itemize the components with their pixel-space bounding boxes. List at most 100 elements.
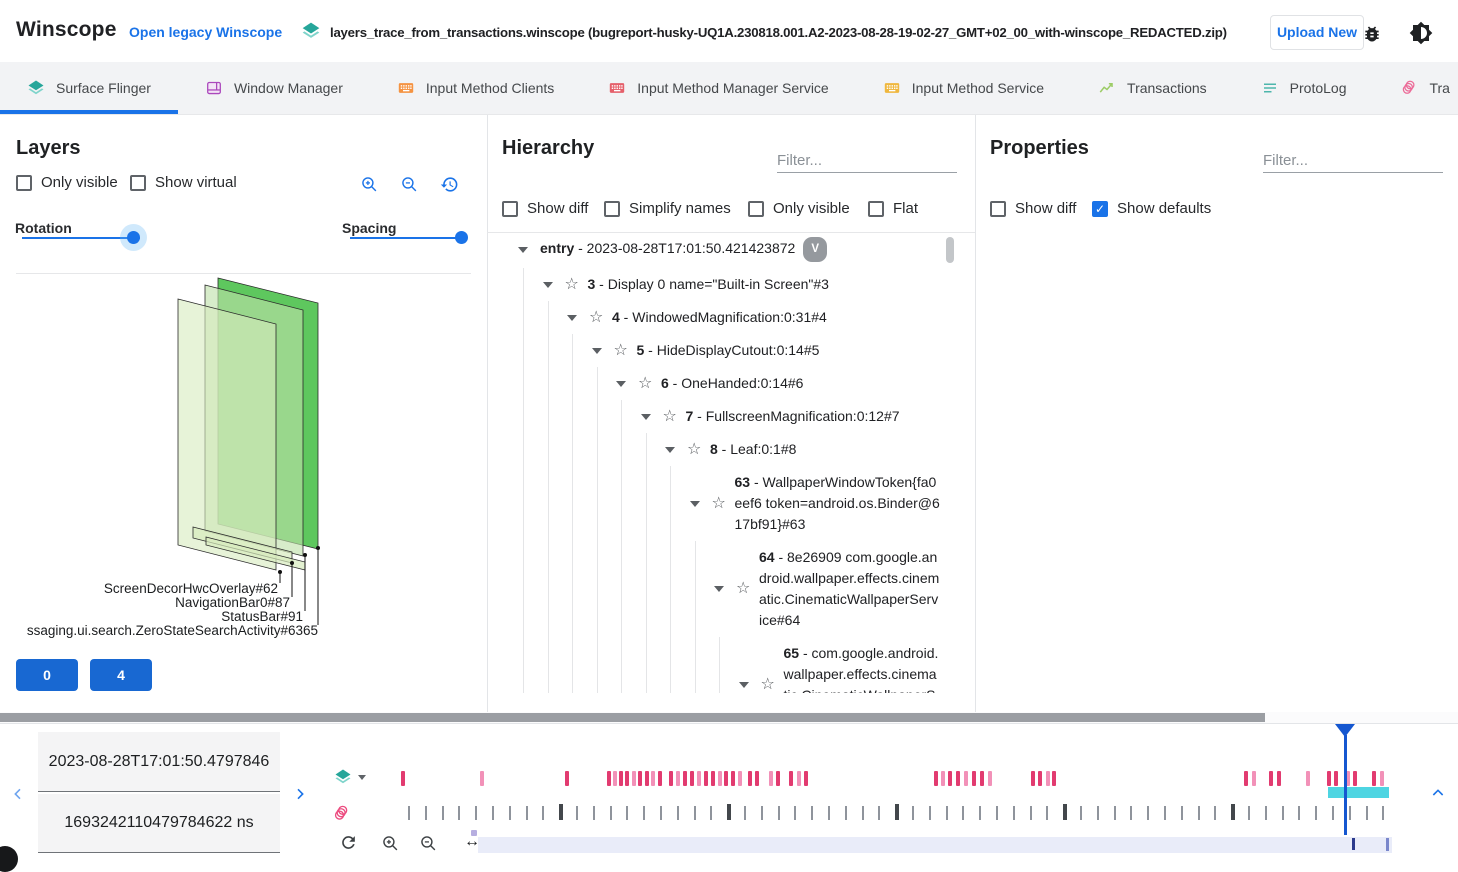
show-virtual-checkbox[interactable]: Show virtual [130, 174, 237, 191]
sf-trace-event-mark[interactable] [697, 771, 701, 786]
upload-new-button[interactable]: Upload New [1270, 15, 1364, 50]
tab-input-method-service[interactable]: Input Method Service [856, 62, 1071, 114]
sf-trace-event-mark[interactable] [755, 771, 759, 786]
transaction-event-tick[interactable] [912, 806, 914, 820]
transaction-event-tick[interactable] [1012, 806, 1015, 820]
transaction-event-tick[interactable] [1365, 806, 1368, 820]
previous-entry-button[interactable] [10, 786, 26, 802]
tree-node[interactable]: ☆ 3 - Display 0 name="Built-in Screen"#3 [490, 268, 958, 301]
tab-transactions[interactable]: Transactions [1071, 62, 1234, 114]
checkbox-box[interactable]: ✓ [1092, 200, 1108, 217]
transaction-event-tick[interactable] [492, 806, 494, 820]
checkbox-box[interactable] [130, 174, 146, 191]
star-icon[interactable]: ☆ [687, 440, 702, 458]
transaction-event-tick[interactable] [828, 806, 830, 820]
restore-icon[interactable] [440, 175, 459, 194]
tab-surface-flinger[interactable]: Surface Flinger [0, 62, 178, 114]
expand-caret-icon[interactable] [714, 586, 724, 592]
sf-trace-event-mark[interactable] [1038, 771, 1042, 786]
sf-trace-event-mark[interactable] [1052, 771, 1056, 786]
transaction-event-tick[interactable] [676, 806, 679, 820]
next-entry-button[interactable] [292, 786, 308, 802]
checkbox-box[interactable] [502, 200, 518, 217]
zoom-in-icon[interactable] [381, 834, 400, 853]
expand-caret-icon[interactable] [591, 347, 602, 354]
sf-trace-event-mark[interactable] [988, 771, 992, 786]
timeline-overview-strip[interactable] [478, 837, 1392, 853]
spacing-slider[interactable] [350, 237, 463, 239]
tab-protolog[interactable]: ProtoLog [1234, 62, 1374, 114]
transaction-event-tick[interactable] [1332, 806, 1334, 820]
collapse-timeline-icon[interactable] [1430, 785, 1446, 801]
transaction-event-tick[interactable] [1197, 806, 1200, 820]
sf-trace-event-mark[interactable] [651, 771, 655, 786]
expand-caret-icon[interactable] [518, 246, 528, 253]
sf-trace-event-mark[interactable] [797, 771, 801, 786]
timestamp-human-field[interactable]: 2023-08-28T17:01:50.4797846 [38, 732, 280, 792]
tree-node[interactable]: ☆ 8 - Leaf:0:1#8 [490, 433, 958, 466]
sf-trace-event-mark[interactable] [1327, 771, 1331, 786]
transaction-event-tick[interactable] [609, 806, 612, 820]
layers-3d-view[interactable] [16, 275, 471, 700]
tree-node[interactable]: ☆ 64 - 8e26909 com.google.android.wallpap… [490, 541, 958, 637]
star-icon[interactable]: ☆ [613, 341, 628, 359]
transaction-event-tick[interactable] [794, 806, 797, 820]
open-legacy-link[interactable]: Open legacy Winscope [129, 24, 283, 40]
horizontal-scrollbar-thumb[interactable] [0, 713, 1265, 722]
sf-trace-event-mark[interactable] [1252, 771, 1256, 786]
timestamp-ns-field[interactable]: 1693242110479784622 ns [38, 794, 280, 853]
sf-trace-event-mark[interactable] [956, 771, 960, 786]
sf-trace-event-mark[interactable] [676, 771, 680, 786]
sf-trace-event-mark[interactable] [1346, 771, 1350, 786]
transaction-event-tick[interactable] [1348, 806, 1351, 820]
checkbox-box[interactable] [868, 200, 884, 217]
transaction-event-tick[interactable] [1029, 806, 1032, 820]
transaction-event-tick[interactable] [962, 806, 965, 820]
tree-node[interactable]: ☆ 6 - OneHanded:0:14#6 [490, 367, 958, 400]
transaction-event-tick[interactable] [1264, 806, 1267, 820]
refresh-icon[interactable] [339, 833, 358, 852]
sf-trace-event-mark[interactable] [632, 771, 636, 786]
chevron-down-icon[interactable] [358, 775, 366, 780]
transaction-event-tick[interactable] [1164, 806, 1166, 820]
expand-caret-icon[interactable] [689, 500, 700, 507]
expand-caret-icon[interactable] [616, 380, 626, 387]
sf-trace-event-mark[interactable] [804, 771, 808, 786]
transaction-event-tick[interactable] [1147, 806, 1150, 820]
tab-input-method-manager-service[interactable]: Input Method Manager Service [581, 62, 855, 114]
properties-filter-input[interactable] [1263, 148, 1443, 173]
transaction-event-tick[interactable] [996, 806, 998, 820]
checkbox-box[interactable] [990, 200, 1006, 217]
tree-node[interactable]: ☆ 63 - WallpaperWindowToken{fa0eef6 token… [490, 466, 958, 541]
sf-trace-event-mark[interactable] [776, 771, 780, 786]
transaction-event-tick[interactable] [710, 806, 713, 820]
sf-trace-event-mark[interactable] [1334, 771, 1338, 786]
transaction-event-tick[interactable] [1315, 806, 1318, 820]
sf-trace-event-mark[interactable] [718, 771, 722, 786]
star-icon[interactable]: ☆ [638, 374, 653, 392]
sf-trace-event-mark[interactable] [731, 771, 735, 786]
sf-trace-event-mark[interactable] [789, 771, 793, 786]
transaction-event-tick[interactable] [1281, 806, 1284, 820]
transaction-event-tick[interactable] [660, 806, 662, 820]
transaction-event-tick[interactable] [945, 806, 948, 820]
tab-tra[interactable]: Tra [1373, 62, 1458, 114]
transaction-event-tick[interactable] [760, 806, 763, 820]
checkbox-box[interactable] [748, 200, 764, 217]
rotation-slider-thumb[interactable] [127, 231, 140, 244]
sf-trace-event-mark[interactable] [645, 771, 649, 786]
transaction-event-tick[interactable] [693, 806, 696, 820]
zoom-out-icon[interactable] [419, 834, 438, 853]
overview-edge-handle[interactable] [1386, 838, 1389, 851]
sf-trace-event-mark[interactable] [748, 771, 752, 786]
timeline-marker-head[interactable] [1335, 724, 1355, 737]
tab-window-manager[interactable]: Window Manager [178, 62, 370, 114]
spacing-slider-thumb[interactable] [455, 231, 468, 244]
only-visible-checkbox-hierarchy[interactable]: Only visible [748, 200, 850, 217]
transaction-event-tick[interactable] [408, 806, 410, 820]
star-icon[interactable]: ☆ [564, 275, 579, 293]
transaction-event-tick[interactable] [1130, 806, 1133, 820]
transaction-event-tick[interactable] [928, 806, 931, 820]
transaction-event-tick[interactable] [458, 806, 461, 820]
transaction-event-tick[interactable] [895, 804, 900, 820]
